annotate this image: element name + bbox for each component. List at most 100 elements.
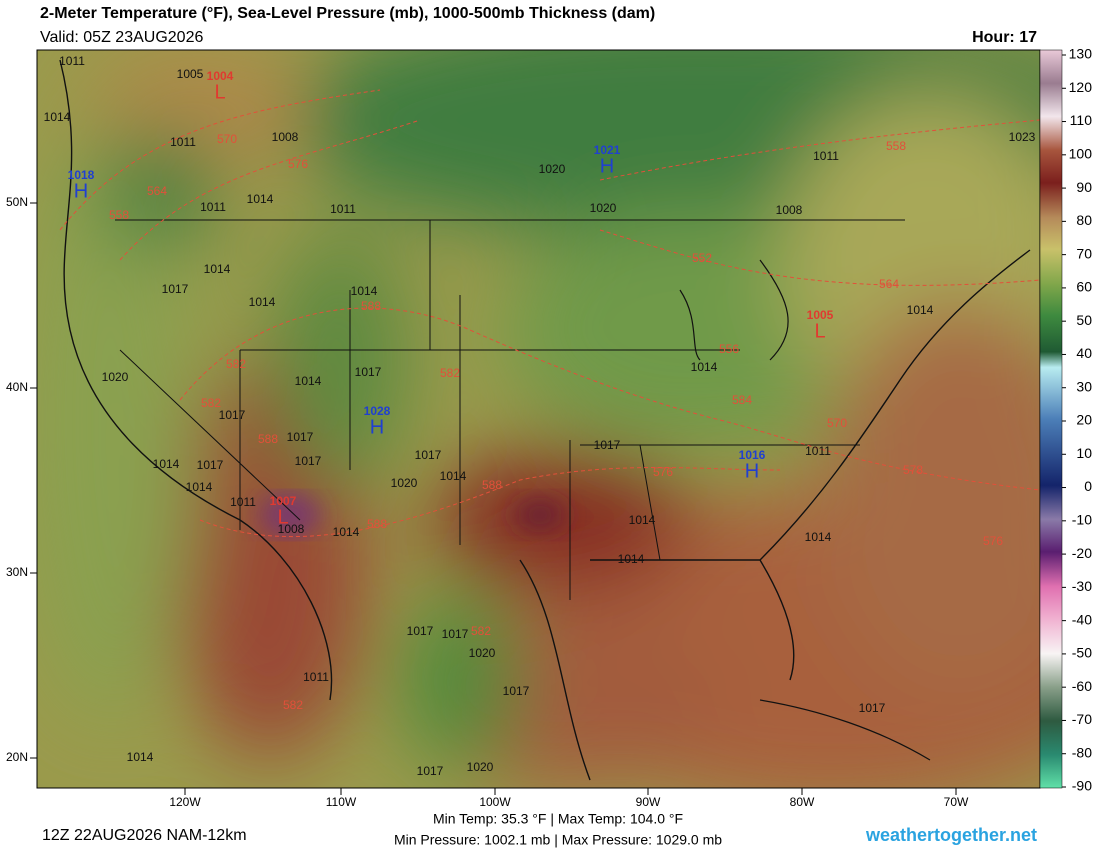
isobar-label: 1020 [102,370,129,384]
isobar-label: 1014 [618,552,645,566]
thickness-label: 576 [983,534,1003,548]
pressure-center-value: 1005 [807,308,834,322]
axes: 50N 40N 30N 20N 120W 110W 100W 90W 80W 70W [6,195,969,809]
isobar-label: 1017 [162,282,189,296]
map-labels: 1011 1005 1008 1011 1014 1011 1014 1011 1014 1017… [44,54,1036,778]
colorbar-label: 0 [1084,478,1092,494]
pressure-center-symbol: H [370,416,384,438]
colorbar-label: 40 [1076,345,1092,361]
colorbar-label: 20 [1076,412,1092,428]
lat-label: 40N [6,380,28,394]
isobar-label: 1014 [127,750,154,764]
colorbar-label: -60 [1072,678,1092,694]
colorbar-label: 110 [1070,112,1093,128]
thickness-label: 578 [903,463,923,477]
colorbar-label: -80 [1072,744,1092,760]
isobar-label: 1023 [1009,130,1036,144]
temp-range: Min Temp: 35.3 °F | Max Temp: 104.0 °F [433,811,683,827]
colorbar-label: -50 [1072,645,1092,661]
thickness-label: 582 [471,624,491,638]
isobar-label: 1011 [200,200,226,214]
isobar-label: 1014 [440,469,467,483]
lon-label: 90W [636,795,661,809]
colorbar-label: 70 [1076,245,1092,261]
lon-label: 110W [326,795,357,809]
isobar-label: 1020 [391,476,418,490]
colorbar [1039,49,1063,789]
isobar-label: 1014 [249,295,276,309]
pressure-center-symbol: H [74,180,88,202]
colorbar-label: 60 [1076,279,1092,295]
isobar-label: 1014 [333,525,360,539]
lat-label: 50N [6,195,28,209]
isobar-label: 1014 [153,457,180,471]
colorbar-label: 80 [1076,212,1092,228]
pressure-center-value: 1004 [207,69,234,83]
thickness-label: 576 [288,157,308,171]
pressure-center-value: 1021 [594,143,621,157]
colorbar-label: 50 [1076,312,1092,328]
pressure-center-symbol: L [214,81,225,103]
pressure-center-symbol: H [600,155,614,177]
colorbar-label: 100 [1069,146,1093,162]
isobar-label: 1020 [469,646,496,660]
thickness-label: 570 [217,132,237,146]
isobar-label: 1017 [219,408,246,422]
valid-time: Valid: 05Z 23AUG2026 [40,29,203,46]
thickness-label: 556 [719,342,739,356]
isobar-label: 1017 [407,624,434,638]
isobar-label: 1014 [907,303,934,317]
isobar-label: 1014 [295,374,322,388]
isobar-label: 1008 [278,522,305,536]
colorbar-label: -90 [1072,778,1092,794]
thickness-label: 570 [827,416,847,430]
isobar-label: 1008 [272,130,299,144]
isobar-label: 1017 [503,684,530,698]
isobar-label: 1017 [295,454,322,468]
pressure-center-symbol: L [814,320,825,342]
thickness-label: 582 [440,366,460,380]
isobar-label: 1014 [44,110,71,124]
colorbar-label: 130 [1069,46,1093,62]
pressure-center-value: 1016 [739,448,766,462]
colorbar-ticks: 1301201101009080706050403020100-10-20-30… [1062,46,1092,794]
pressure-center-value: 1018 [68,168,95,182]
lon-label: 100W [479,795,511,809]
isobar-label: 1011 [170,135,196,149]
pressure-center-symbol: H [745,460,759,482]
isobar-label: 1014 [351,284,378,298]
isobar-label: 1020 [590,201,617,215]
colorbar-label: -20 [1072,545,1092,561]
isobar-label: 1011 [303,670,329,684]
thickness-label: 588 [482,478,502,492]
isobar-label: 1014 [691,360,718,374]
colorbar-label: 30 [1076,378,1092,394]
isobar-label: 1014 [629,513,656,527]
thickness-label: 588 [361,299,381,313]
isobar-label: 1017 [859,701,886,715]
colorbar-label: -10 [1072,512,1092,528]
colorbar-label: 120 [1069,79,1093,95]
isobar-label: 1017 [442,627,469,641]
isobar-label: 1014 [247,192,274,206]
thickness-label: 552 [692,251,712,265]
colorbar-label: -70 [1072,711,1092,727]
lon-label: 80W [790,795,815,809]
thickness-label: 582 [283,698,303,712]
lat-label: 20N [6,750,28,764]
forecast-hour: Hour: 17 [972,29,1037,46]
model-run: 12Z 22AUG2026 NAM-12km [42,827,247,844]
isobar-label: 1011 [59,54,85,68]
isobar-label: 1011 [230,495,256,509]
isobar-label: 1008 [776,203,803,217]
site-credit: weathertogether.net [865,825,1037,845]
pressure-center-symbol: L [277,506,288,528]
colorbar-label: 90 [1076,179,1092,195]
isobar-label: 1014 [204,262,231,276]
thickness-label: 588 [367,517,387,531]
isobar-label: 1011 [330,202,356,216]
lon-label: 70W [944,795,969,809]
colorbar-label: -40 [1072,611,1092,627]
isobar-label: 1014 [186,480,213,494]
isobar-label: 1005 [177,67,204,81]
